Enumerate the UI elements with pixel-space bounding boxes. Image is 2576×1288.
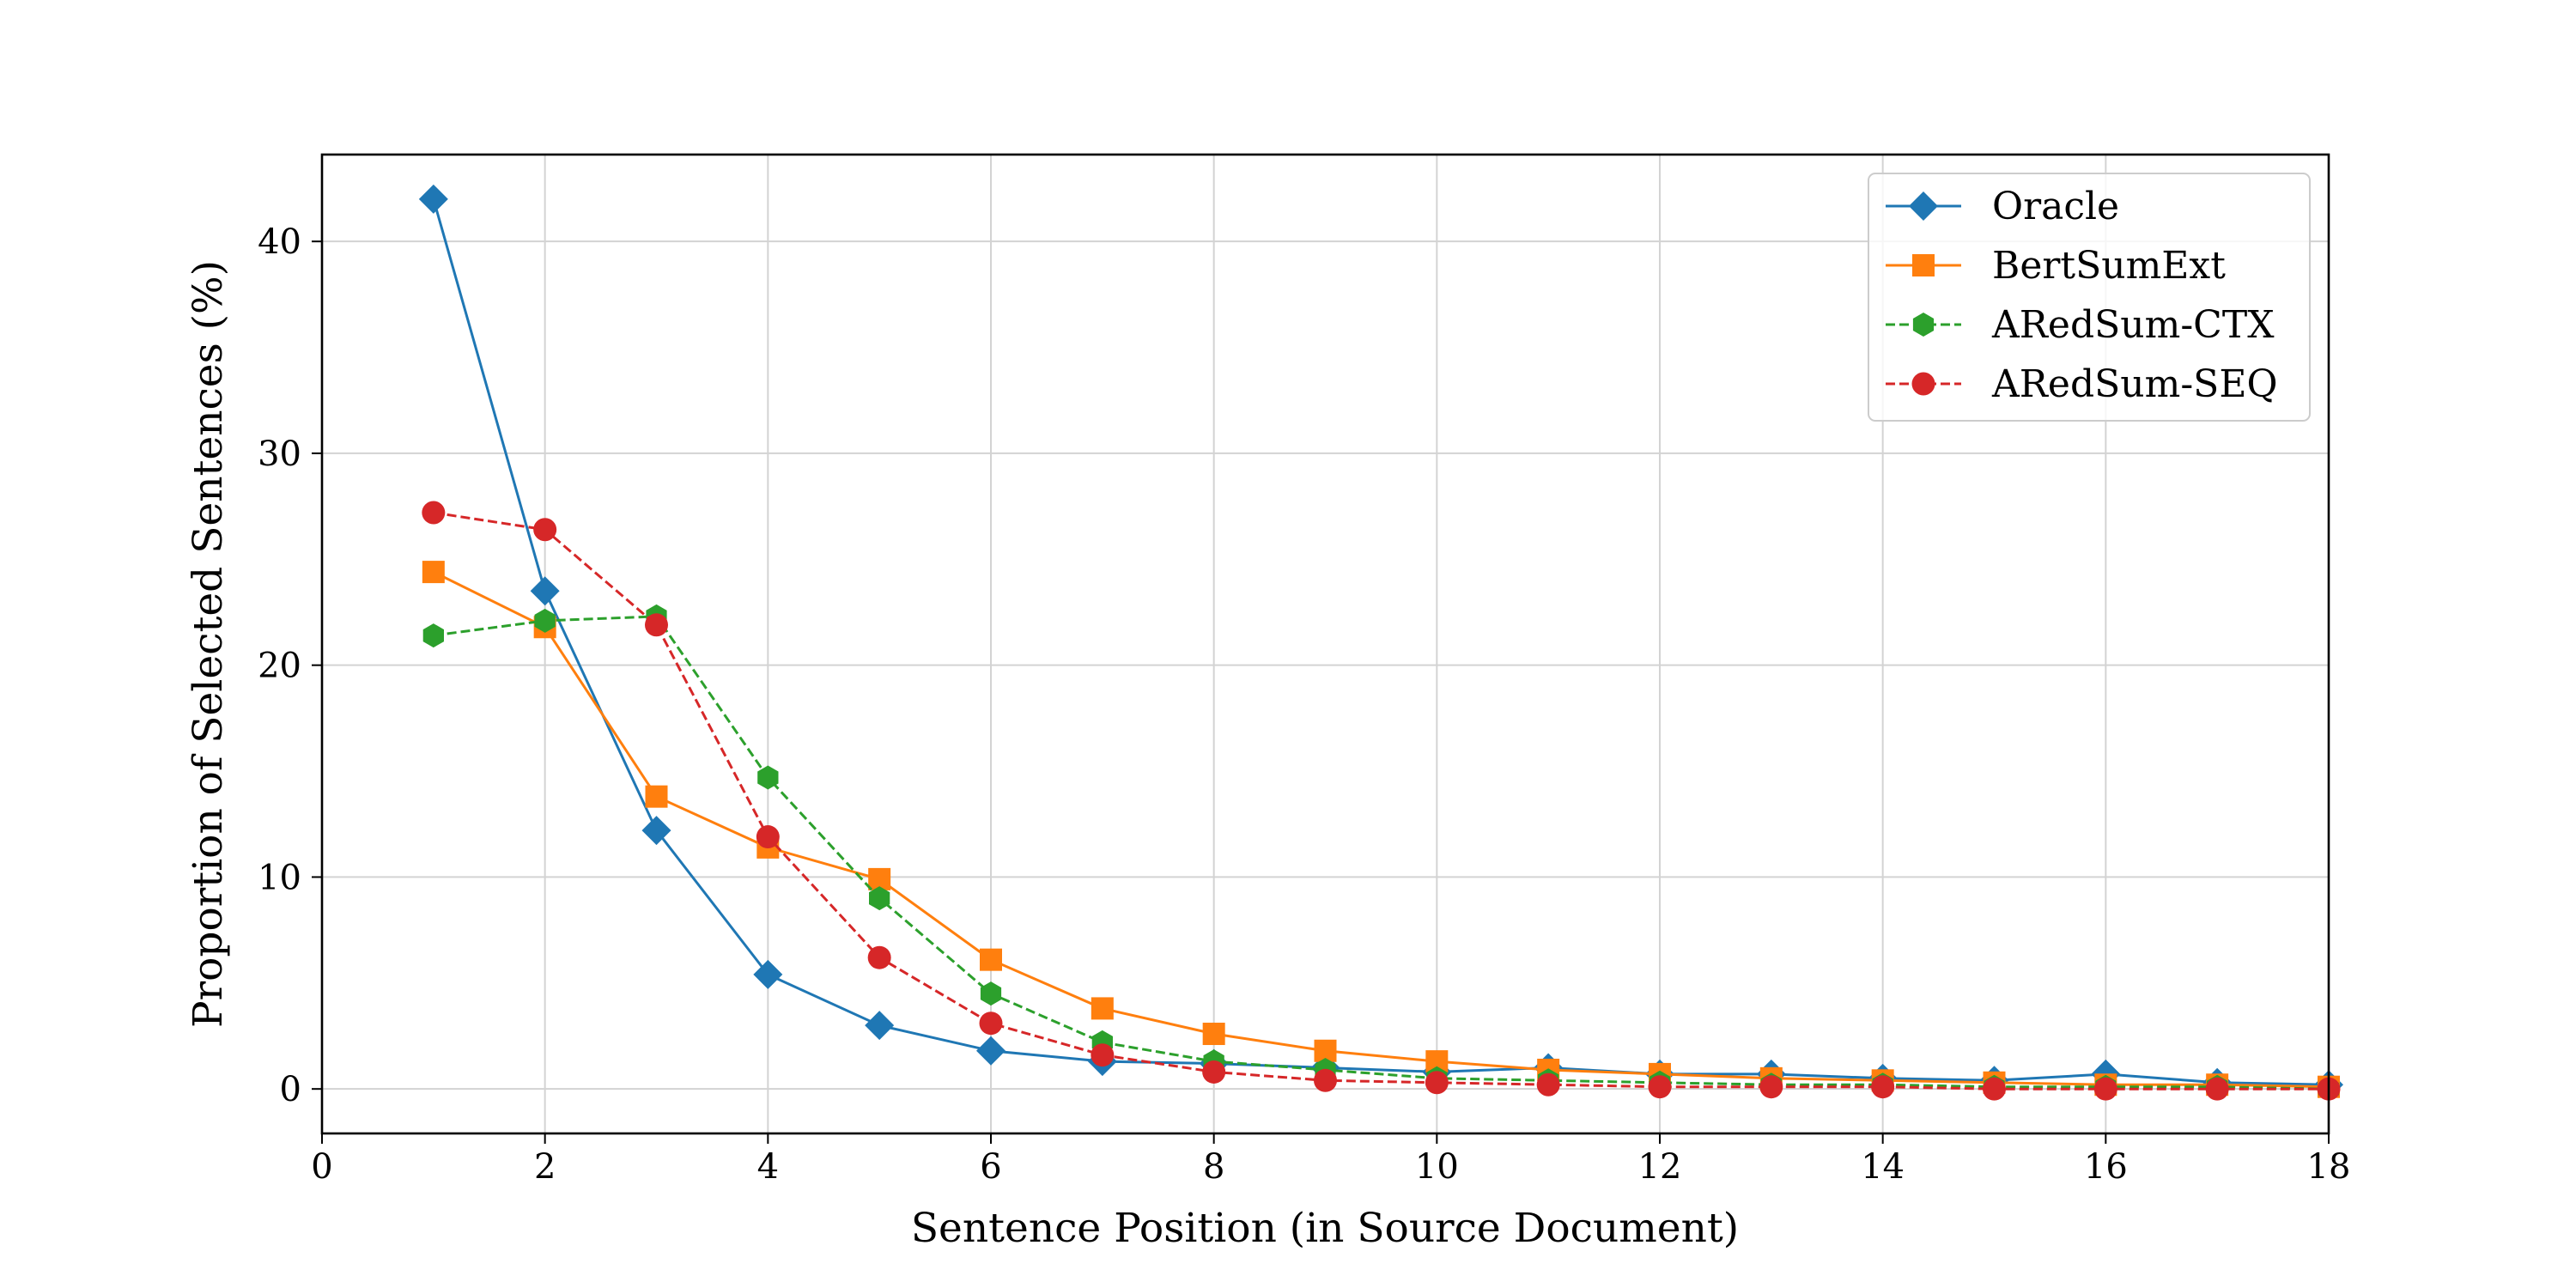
data-point-bertsumext	[422, 561, 445, 584]
data-point-bertsumext	[645, 785, 668, 808]
series-layer	[418, 184, 2343, 1102]
y-tick-label: 30	[258, 434, 301, 474]
legend-label-oracle: Oracle	[1992, 185, 2119, 228]
series-line-oracle	[432, 198, 2330, 1086]
y-tick-label: 40	[258, 222, 301, 262]
data-point-aredsum-ctx	[980, 981, 1002, 1006]
legend-marker-aredsum-ctx	[1912, 313, 1935, 337]
data-point-aredsum-seq	[2205, 1077, 2229, 1101]
legend-entry-aredsum-seq: ARedSum-SEQ	[1886, 362, 2278, 406]
data-point-bertsumext	[1091, 997, 1114, 1020]
data-point-aredsum-seq	[756, 825, 780, 849]
series-line-aredsum-seq	[433, 511, 2329, 1091]
data-point-oracle	[641, 816, 671, 846]
series-line-aredsum-ctx	[433, 615, 2330, 1091]
x-tick-label: 2	[534, 1147, 556, 1187]
legend-label-bertsumext: BertSumExt	[1992, 244, 2226, 288]
data-point-aredsum-seq	[645, 613, 668, 637]
series-line-bertsumext	[433, 570, 2330, 1089]
data-point-aredsum-seq	[1536, 1072, 1560, 1097]
x-tick-label: 0	[311, 1147, 332, 1187]
legend-box	[1868, 173, 2311, 422]
legend-entry-oracle: Oracle	[1886, 185, 2119, 228]
legend-entry-bertsumext: BertSumExt	[1886, 244, 2226, 288]
data-point-aredsum-ctx	[869, 886, 890, 911]
legend-label-aredsum-seq: ARedSum-SEQ	[1991, 362, 2278, 406]
data-point-oracle	[753, 959, 783, 989]
x-tick-label: 4	[757, 1147, 779, 1187]
axis-ticks: 0 2 4 6 8 10 12 14 16 18 0 10 20 30 40	[258, 222, 2350, 1187]
y-axis-label: Proportion of Selected Sentences (%)	[185, 260, 232, 1028]
x-axis-label: Sentence Position (in Source Document)	[911, 1205, 1739, 1252]
data-point-aredsum-seq	[1202, 1060, 1226, 1084]
y-tick-label: 20	[258, 647, 301, 686]
data-point-aredsum-seq	[1759, 1075, 1783, 1099]
data-point-oracle	[976, 1036, 1005, 1066]
x-tick-label: 18	[2307, 1147, 2351, 1187]
legend-marker-aredsum-seq	[1911, 372, 1935, 396]
data-point-oracle	[418, 184, 448, 214]
x-tick-label: 14	[1861, 1147, 1905, 1187]
data-point-aredsum-seq	[1983, 1077, 2006, 1101]
legend: Oracle BertSumExt ARedSum-CTX ARedSum-SEQ	[1868, 173, 2311, 422]
data-point-aredsum-ctx	[534, 608, 556, 633]
data-point-oracle	[530, 576, 560, 606]
y-tick-label: 10	[258, 858, 301, 897]
data-point-aredsum-seq	[2093, 1077, 2117, 1101]
data-point-oracle	[865, 1011, 895, 1041]
legend-marker-bertsumext	[1912, 254, 1935, 276]
data-point-aredsum-seq	[422, 501, 446, 525]
plot-frame	[320, 153, 2330, 1135]
data-point-aredsum-seq	[867, 945, 891, 969]
data-point-aredsum-ctx	[757, 765, 779, 790]
data-point-aredsum-ctx	[422, 623, 444, 648]
data-point-aredsum-seq	[1425, 1071, 1449, 1095]
x-tick-label: 12	[1638, 1147, 1682, 1187]
legend-label-aredsum-ctx: ARedSum-CTX	[1991, 303, 2275, 347]
x-tick-label: 8	[1203, 1147, 1224, 1187]
data-point-aredsum-seq	[1091, 1043, 1115, 1067]
data-point-bertsumext	[1202, 1023, 1225, 1046]
x-tick-label: 16	[2084, 1147, 2128, 1187]
data-point-aredsum-seq	[533, 518, 557, 542]
data-point-aredsum-seq	[1648, 1075, 1672, 1099]
legend-entry-aredsum-ctx: ARedSum-CTX	[1886, 303, 2275, 347]
legend-marker-oracle	[1909, 191, 1938, 221]
data-point-aredsum-seq	[979, 1012, 1003, 1036]
data-point-bertsumext	[980, 948, 1002, 971]
data-point-aredsum-seq	[1871, 1075, 1895, 1099]
y-tick-label: 0	[280, 1070, 301, 1109]
x-tick-label: 6	[980, 1147, 1001, 1187]
data-point-aredsum-seq	[1314, 1068, 1337, 1092]
series-aredsum-seq	[422, 501, 2341, 1101]
x-tick-label: 10	[1415, 1147, 1459, 1187]
